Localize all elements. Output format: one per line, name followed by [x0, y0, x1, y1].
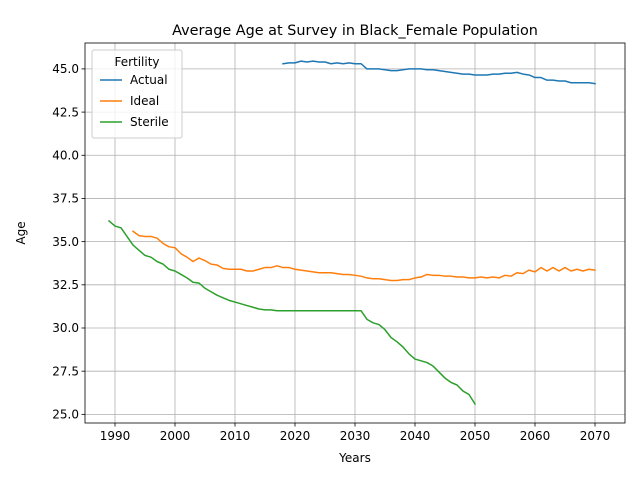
y-tick-label: 42.5 [52, 105, 79, 119]
series-lines [107, 60, 596, 406]
grid-lines [85, 43, 625, 423]
x-tick-label: 2070 [580, 429, 611, 443]
x-tick-label: 2000 [160, 429, 191, 443]
legend-label-actual: Actual [130, 73, 168, 87]
x-tick-label: 1990 [100, 429, 131, 443]
series-line-actual [282, 60, 596, 85]
legend-entries: Actual Ideal Sterile [100, 73, 169, 129]
x-tick-label: 2020 [280, 429, 311, 443]
y-tick-label: 30.0 [52, 321, 79, 335]
legend-label-sterile: Sterile [130, 115, 169, 129]
y-tick-label: 35.0 [52, 235, 79, 249]
plot-frame [84, 42, 626, 424]
y-tick-label: 45.0 [52, 62, 79, 76]
x-tick-label: 2030 [340, 429, 371, 443]
axis-ticks: 1990 2000 2010 2020 2030 2040 2050 2060 2070 25.0… [52, 62, 610, 443]
legend-title: Fertility [114, 55, 159, 69]
y-tick-label: 40.0 [52, 148, 79, 162]
legend-box [91, 49, 183, 139]
series-line-sterile [107, 219, 477, 406]
y-axis-label: Age [14, 221, 28, 244]
chart-title: Average Age at Survey in Black_Female Po… [172, 23, 538, 39]
x-tick-label: 2010 [220, 429, 251, 443]
y-tick-label: 27.5 [52, 364, 79, 378]
x-axis-label: Years [338, 451, 371, 465]
legend: Fertility Actual Ideal Sterile [91, 49, 183, 139]
y-tick-label: 25.0 [52, 408, 79, 422]
x-tick-label: 2050 [460, 429, 491, 443]
x-tick-label: 2040 [400, 429, 431, 443]
legend-label-ideal: Ideal [130, 94, 159, 108]
y-tick-label: 32.5 [52, 278, 79, 292]
series-line-ideal [131, 230, 596, 282]
y-tick-label: 37.5 [52, 192, 79, 206]
x-tick-label: 2060 [520, 429, 551, 443]
